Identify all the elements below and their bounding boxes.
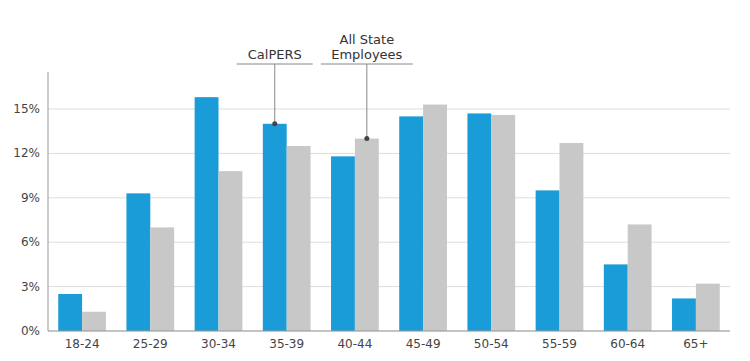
x-tick-label: 65+ — [683, 337, 708, 351]
bar — [628, 224, 652, 331]
bar — [467, 113, 491, 331]
bar — [491, 115, 515, 331]
grid-line — [48, 153, 730, 154]
x-tick-label: 45-49 — [406, 337, 441, 351]
annotation-dot — [364, 136, 369, 141]
y-tick-label: 6% — [21, 235, 40, 249]
annotations: CalPERS All StateEmployees — [237, 32, 413, 141]
x-tick-label: 35-39 — [269, 337, 304, 351]
annotation-dot — [272, 121, 277, 126]
annotation: All StateEmployees — [331, 32, 402, 62]
x-axis: 18-24 25-29 30-34 35-39 40-44 45-49 50-54 55-59… — [48, 331, 730, 351]
annotation-line: Employees — [331, 47, 402, 62]
bar — [287, 146, 311, 331]
y-axis: 0% 3% 6% 9% 12% 15% — [13, 72, 730, 338]
y-tick-label: 15% — [13, 102, 40, 116]
x-tick-label: 18-24 — [65, 337, 100, 351]
bar — [58, 294, 82, 331]
bar — [195, 97, 219, 331]
grid-line — [48, 331, 730, 332]
chart: 0% 3% 6% 9% 12% 15% 18-24 25-29 30-34 35-39 40-44 4… — [0, 0, 750, 361]
bar — [82, 312, 106, 331]
bar — [604, 264, 628, 331]
bar — [399, 116, 423, 331]
annotation-leader — [274, 64, 275, 124]
annotation-line: All State — [339, 32, 394, 47]
x-tick-label: 25-29 — [133, 337, 168, 351]
annotation-leader — [366, 64, 367, 139]
bar — [672, 298, 696, 331]
x-tick-label: 50-54 — [474, 337, 509, 351]
y-axis-line — [48, 72, 49, 331]
x-tick-label: 60-64 — [610, 337, 645, 351]
bar — [331, 156, 355, 331]
bar — [355, 139, 379, 331]
bar — [263, 124, 287, 331]
annotation-line: CalPERS — [248, 47, 302, 62]
bar — [126, 193, 150, 331]
bar — [560, 143, 584, 331]
y-tick-label: 12% — [13, 146, 40, 160]
grid-line — [48, 109, 730, 110]
x-tick-label: 30-34 — [201, 337, 236, 351]
y-tick-label: 3% — [21, 280, 40, 294]
bar — [219, 171, 243, 331]
bar — [423, 105, 447, 331]
y-tick-label: 0% — [21, 324, 40, 338]
bar — [696, 284, 720, 331]
bar — [536, 190, 560, 331]
x-tick-label: 40-44 — [337, 337, 372, 351]
annotation: CalPERS — [248, 47, 302, 62]
y-tick-label: 9% — [21, 191, 40, 205]
x-axis-line — [48, 331, 730, 332]
x-tick-label: 55-59 — [542, 337, 577, 351]
bars — [58, 97, 720, 331]
bar — [150, 227, 174, 331]
